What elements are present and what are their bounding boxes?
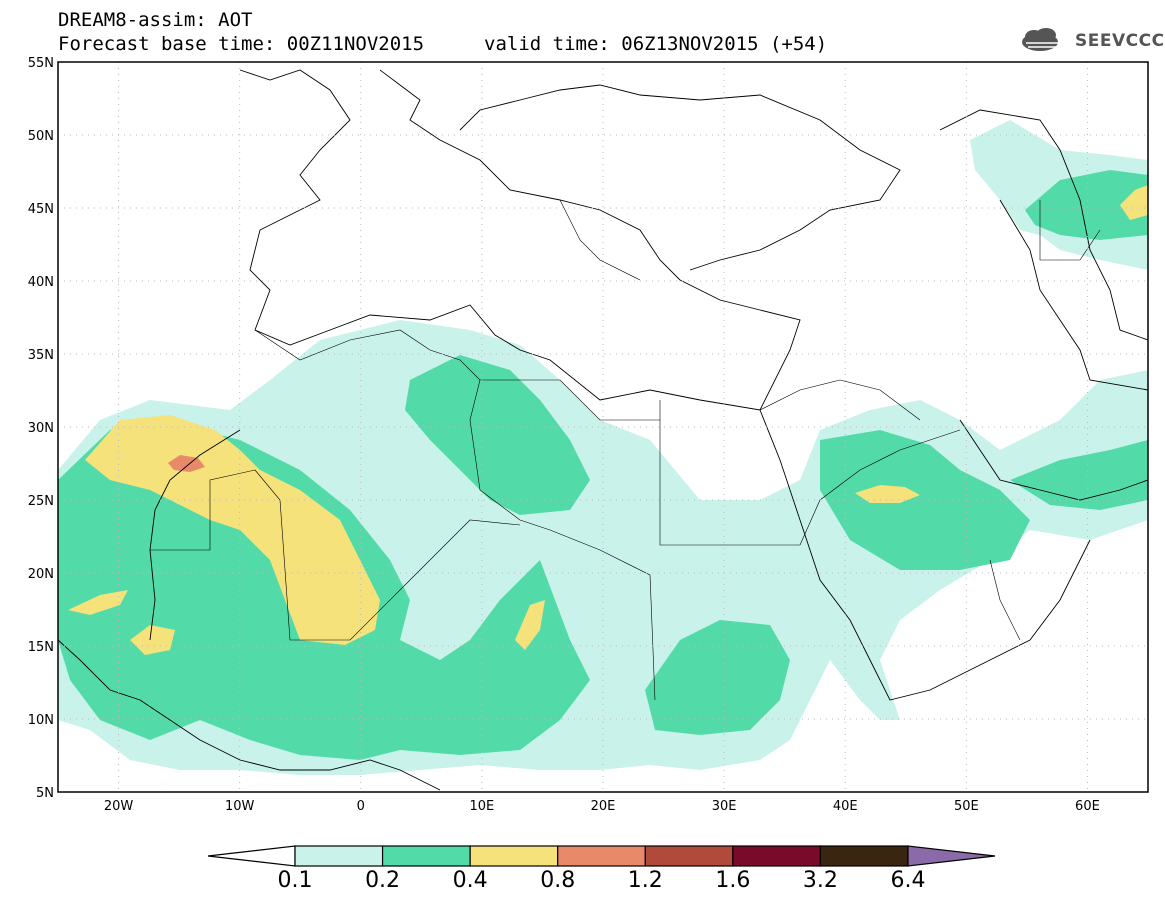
lat-label: 30N: [28, 421, 54, 436]
lat-label: 40N: [28, 275, 54, 290]
colorbar-label: 0.4: [452, 868, 488, 893]
latitude-labels: 55N 50N 45N 40N 35N 30N 25N 20N 15N 10N 5N: [28, 56, 54, 801]
colorbar-label: 1.2: [627, 868, 663, 893]
colorbar-label: 0.8: [540, 868, 576, 893]
colorbar-label: 1.6: [715, 868, 751, 893]
colorbar-label: 6.4: [890, 868, 926, 893]
lon-label: 0: [357, 799, 365, 814]
cloud-icon: [1022, 28, 1058, 51]
lat-label: 55N: [28, 56, 54, 71]
coastlines: [58, 69, 1148, 791]
aot-fields: [58, 120, 1148, 775]
colorbar-label: 0.1: [277, 868, 313, 893]
lon-label: 60E: [1075, 799, 1100, 814]
lon-label: 30E: [712, 799, 737, 814]
lat-label: 20N: [28, 567, 54, 582]
lat-label: 45N: [28, 202, 54, 217]
lat-label: 5N: [36, 786, 54, 801]
lat-label: 25N: [28, 494, 54, 509]
aot-field-yellow-canaries: [85, 415, 380, 645]
lat-label: 15N: [28, 640, 54, 655]
aot-field-green-gulf: [1010, 440, 1148, 510]
aot-field-yellow-caspian: [1120, 185, 1148, 220]
colorbar-label: 0.2: [365, 868, 401, 893]
lon-label: 20E: [591, 799, 616, 814]
lon-label: 10W: [225, 799, 255, 814]
longitude-labels: 20W 10W 0 10E 20E 30E 40E 50E 60E: [104, 799, 1100, 814]
aot-field-yellow-mauritania: [68, 590, 128, 615]
lon-label: 10E: [470, 799, 495, 814]
aot-field-green-sudan: [645, 620, 790, 735]
lat-label: 50N: [28, 129, 54, 144]
map-title: DREAM8-assim: AOT: [58, 9, 253, 31]
aot-field-yellow-senegal: [130, 625, 175, 655]
borders: [150, 199, 1101, 701]
aot-field-yellow-chad: [515, 600, 545, 650]
colorbar-label: 3.2: [802, 868, 838, 893]
map-frame: [57, 61, 1149, 793]
lon-label: 50E: [954, 799, 979, 814]
logo-text: SEEVCCC: [1075, 31, 1165, 51]
forecast-base-time: Forecast base time: 00Z11NOV2015: [58, 33, 425, 55]
lon-label: 40E: [833, 799, 858, 814]
aot-field-green-libya: [405, 355, 590, 515]
aot-field-yellow-arabia: [855, 485, 920, 503]
aot-field-green-caspian: [1025, 170, 1148, 240]
aot-field-green-arabia: [820, 430, 1030, 570]
lon-label: 20W: [104, 799, 134, 814]
lat-label: 35N: [28, 348, 54, 363]
lat-label: 10N: [28, 713, 54, 728]
aot-field-orange: [168, 455, 205, 472]
valid-time: valid time: 06Z13NOV2015 (+54): [484, 33, 828, 55]
